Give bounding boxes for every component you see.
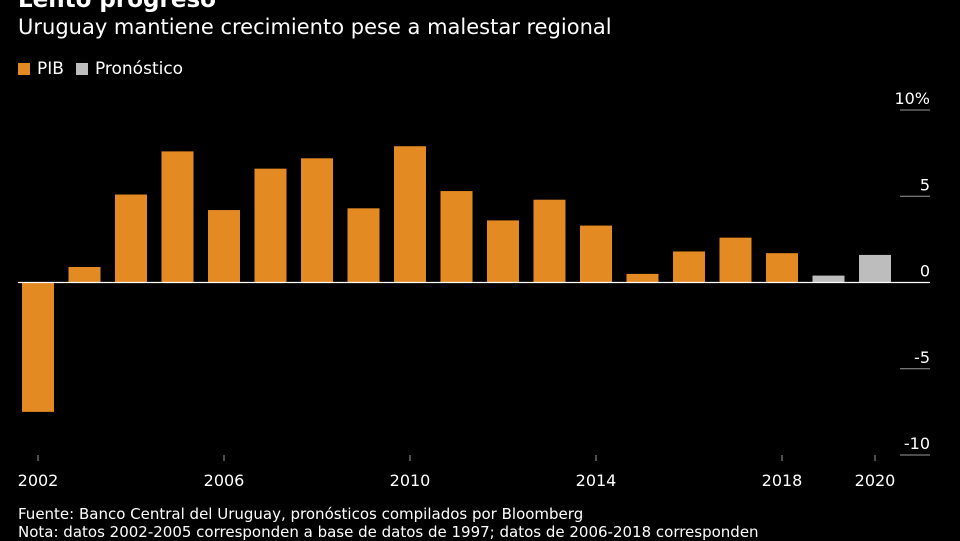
bar-pib	[626, 273, 659, 283]
bar-pib	[254, 168, 287, 283]
chart-subtitle: Uruguay mantiene crecimiento pese a male…	[18, 15, 612, 39]
legend-label-pib: PIB	[37, 59, 64, 79]
y-tick-label: 0	[920, 262, 930, 281]
x-tick-label: 2020	[855, 471, 896, 490]
chart-title: Lento progreso	[18, 0, 216, 13]
bar-pib	[301, 158, 333, 283]
bar-pib	[580, 225, 612, 283]
bar-forecast	[859, 254, 891, 283]
bar-pib	[394, 146, 426, 283]
bar-pib	[719, 237, 752, 283]
y-tick-label: 5	[920, 175, 930, 194]
x-tick-label: 2002	[18, 471, 59, 490]
legend: PIB Pronóstico	[18, 59, 195, 79]
bar-pib	[673, 251, 705, 283]
source-note: Fuente: Banco Central del Uruguay, pronó…	[18, 505, 584, 523]
x-tick-label: 2014	[576, 471, 617, 490]
bar-forecast	[812, 275, 845, 283]
x-tick-label: 2018	[762, 471, 803, 490]
footer: Fuente: Banco Central del Uruguay, pronó…	[18, 505, 759, 541]
bar-pib	[68, 266, 101, 283]
bar-pib	[115, 194, 147, 283]
bar-pib	[533, 199, 566, 283]
bar-pib	[487, 220, 519, 283]
bar-pib	[208, 210, 240, 283]
bar-pib	[22, 282, 54, 412]
bar-pib	[766, 253, 798, 283]
bar-pib	[161, 151, 194, 283]
legend-label-forecast: Pronóstico	[94, 59, 184, 79]
legend-swatch-pib	[18, 63, 30, 75]
data-note: Nota: datos 2002-2005 corresponden a bas…	[18, 523, 759, 541]
y-tick-label: -5	[914, 348, 930, 367]
bar-pib	[440, 191, 473, 283]
legend-swatch-forecast	[75, 63, 88, 75]
y-tick-label: 10%	[894, 89, 930, 108]
legend-item-forecast: Pronóstico	[75, 59, 184, 79]
x-tick-label: 2006	[204, 471, 245, 490]
y-tick-label: -10	[904, 434, 930, 453]
bar-pib	[347, 208, 380, 283]
x-tick-label: 2010	[390, 471, 431, 490]
legend-item-pib: PIB	[18, 59, 64, 79]
